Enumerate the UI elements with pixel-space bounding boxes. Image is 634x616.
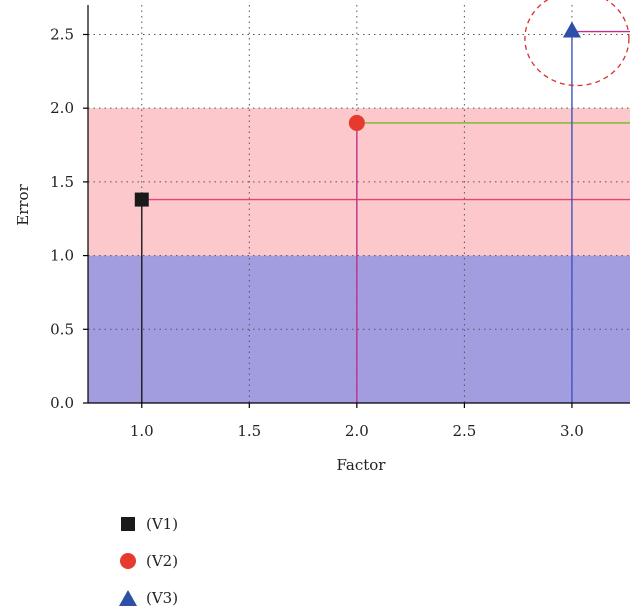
- y-tick-label: 0.0: [50, 394, 74, 412]
- circle-marker-icon: [118, 551, 138, 571]
- series-markers: [134, 21, 581, 207]
- plot-frame: [87, 5, 630, 404]
- series-lines: [141, 30, 630, 403]
- data-point-triangle: [562, 21, 581, 38]
- x-tick-label: 1.0: [130, 422, 154, 440]
- y-tick-label: 1.5: [50, 173, 74, 191]
- square-marker-icon: [118, 514, 138, 534]
- x-tick-label: 3.0: [560, 422, 584, 440]
- legend-label: (V1): [146, 514, 179, 533]
- y-axis-label: Error: [14, 183, 32, 225]
- legend-item-v3: (V3): [118, 579, 178, 616]
- legend-label: (V3): [146, 588, 179, 607]
- x-axis-label: Factor: [337, 456, 387, 474]
- legend-item-v2: (V2): [118, 542, 178, 579]
- triangle-marker-icon: [118, 588, 138, 608]
- y-tick-label: 2.5: [50, 25, 74, 43]
- legend-label: (V2): [146, 551, 179, 570]
- x-tick-label: 1.5: [237, 422, 261, 440]
- y-tick-label: 2.0: [50, 99, 74, 117]
- x-tick-label: 2.5: [452, 422, 476, 440]
- x-axis-ticks: 1.0 1.5 2.0 2.5 3.0: [130, 403, 584, 440]
- dashed-circle-annotation: [524, 0, 630, 87]
- y-axis-ticks: 0.0 0.5 1.0 1.5 2.0 2.5: [50, 25, 88, 412]
- y-tick-label: 1.0: [50, 247, 74, 265]
- highlight-annotation: [524, 0, 630, 87]
- legend-item-v1: (V1): [118, 505, 178, 542]
- x-tick-label: 2.0: [345, 422, 369, 440]
- data-point-square: [134, 192, 149, 207]
- y-tick-label: 0.5: [50, 320, 74, 338]
- legend: (V1) (V2) (V3): [118, 505, 178, 616]
- data-point-circle: [348, 114, 365, 131]
